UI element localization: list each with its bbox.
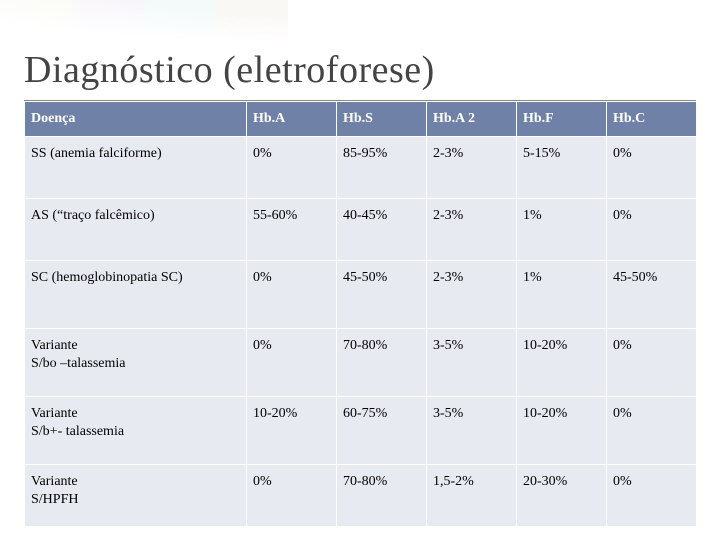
cell-hbc: 0% <box>607 137 697 199</box>
cell-disease: VarianteS/b+- talassemia <box>25 397 247 465</box>
table-row: SS (anemia falciforme) 0% 85-95% 2-3% 5-… <box>25 137 697 199</box>
cell-disease: AS (“traço falcêmico) <box>25 199 247 261</box>
cell-hbs: 45-50% <box>337 261 427 329</box>
table-row: SC (hemoglobinopatia SC) 0% 45-50% 2-3% … <box>25 261 697 329</box>
cell-hbs: 70-80% <box>337 329 427 397</box>
table-container: Doença Hb.A Hb.S Hb.A 2 Hb.F Hb.C SS (an… <box>0 101 720 527</box>
cell-disease: VarianteS/bo –talassemia <box>25 329 247 397</box>
table-row: VarianteS/HPFH 0% 70-80% 1,5-2% 20-30% 0… <box>25 465 697 527</box>
table-row: VarianteS/bo –talassemia 0% 70-80% 3-5% … <box>25 329 697 397</box>
electrophoresis-table: Doença Hb.A Hb.S Hb.A 2 Hb.F Hb.C SS (an… <box>24 101 697 527</box>
cell-hbs: 70-80% <box>337 465 427 527</box>
cell-hba: 10-20% <box>247 397 337 465</box>
col-header-hbf: Hb.F <box>517 102 607 137</box>
cell-hba: 0% <box>247 261 337 329</box>
col-header-hbc: Hb.C <box>607 102 697 137</box>
decorative-header-pattern <box>0 0 720 48</box>
cell-hba2: 1,5-2% <box>427 465 517 527</box>
cell-hba2: 2-3% <box>427 261 517 329</box>
col-header-hbs: Hb.S <box>337 102 427 137</box>
cell-hbf: 10-20% <box>517 397 607 465</box>
col-header-hba2: Hb.A 2 <box>427 102 517 137</box>
cell-hbf: 1% <box>517 199 607 261</box>
cell-hbs: 40-45% <box>337 199 427 261</box>
col-header-disease: Doença <box>25 102 247 137</box>
cell-hba: 0% <box>247 137 337 199</box>
cell-hbc: 0% <box>607 465 697 527</box>
cell-hba2: 3-5% <box>427 397 517 465</box>
cell-hba2: 3-5% <box>427 329 517 397</box>
cell-hbc: 0% <box>607 199 697 261</box>
cell-hbc: 45-50% <box>607 261 697 329</box>
cell-hbf: 1% <box>517 261 607 329</box>
cell-hba: 0% <box>247 465 337 527</box>
cell-disease: SC (hemoglobinopatia SC) <box>25 261 247 329</box>
cell-hbc: 0% <box>607 397 697 465</box>
table-header-row: Doença Hb.A Hb.S Hb.A 2 Hb.F Hb.C <box>25 102 697 137</box>
cell-hba2: 2-3% <box>427 199 517 261</box>
cell-hbf: 20-30% <box>517 465 607 527</box>
table-row: VarianteS/b+- talassemia 10-20% 60-75% 3… <box>25 397 697 465</box>
cell-disease: VarianteS/HPFH <box>25 465 247 527</box>
cell-hba: 55-60% <box>247 199 337 261</box>
cell-hbf: 10-20% <box>517 329 607 397</box>
cell-hba: 0% <box>247 329 337 397</box>
cell-hbs: 85-95% <box>337 137 427 199</box>
cell-hbc: 0% <box>607 329 697 397</box>
cell-hbf: 5-15% <box>517 137 607 199</box>
cell-hbs: 60-75% <box>337 397 427 465</box>
col-header-hba: Hb.A <box>247 102 337 137</box>
cell-hba2: 2-3% <box>427 137 517 199</box>
cell-disease: SS (anemia falciforme) <box>25 137 247 199</box>
table-row: AS (“traço falcêmico) 55-60% 40-45% 2-3%… <box>25 199 697 261</box>
